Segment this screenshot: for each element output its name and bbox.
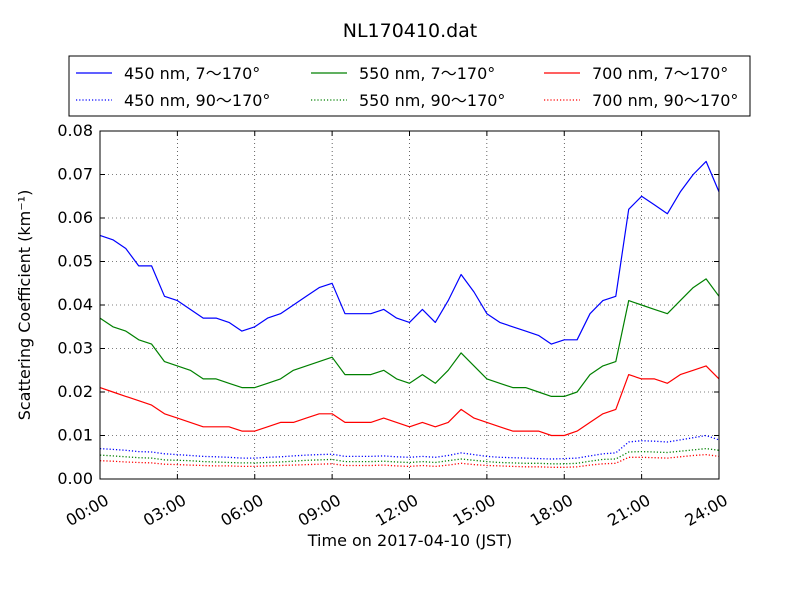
- x-tick-label: 24:00: [682, 490, 731, 530]
- y-tick-label: 0.05: [57, 252, 93, 271]
- y-tick-label: 0.07: [57, 165, 93, 184]
- x-tick-label: 18:00: [527, 490, 576, 530]
- legend-label: 550 nm, 7～170°: [359, 64, 495, 83]
- x-tick-label: 09:00: [295, 490, 344, 530]
- plot-frame: [100, 131, 719, 479]
- y-tick-label: 0.02: [57, 382, 93, 401]
- series-line-4: [99, 447, 720, 465]
- series-line-2: [99, 434, 720, 460]
- series-line-6: [99, 453, 720, 468]
- series-line-1: [99, 160, 720, 345]
- legend-label: 450 nm, 90～170°: [124, 91, 270, 110]
- plot-area: 00:00 03:00 06:00 09:00 12:00 15:00 18:00 21:00…: [57, 121, 731, 530]
- y-tick-label: 0.01: [57, 426, 93, 445]
- x-tick-label: 15:00: [449, 490, 498, 530]
- legend: 450 nm, 7～170° 450 nm, 90～170° 550 nm, 7～1…: [68, 55, 751, 117]
- legend-box: [68, 55, 751, 117]
- legend-label: 450 nm, 7～170°: [124, 64, 260, 83]
- legend-label: 700 nm, 7～170°: [592, 64, 728, 83]
- series-line-5: [99, 365, 720, 437]
- legend-label: 550 nm, 90～170°: [359, 91, 505, 110]
- x-axis-label: Time on 2017-04-10 (JST): [307, 531, 512, 550]
- x-tick-label: 21:00: [604, 490, 653, 530]
- legend-label: 700 nm, 90～170°: [592, 91, 738, 110]
- x-tick-label: 00:00: [63, 490, 112, 530]
- x-tick-label: 06:00: [217, 490, 266, 530]
- y-axis-label: Scattering Coefficient (km⁻¹): [15, 190, 34, 421]
- y-tick-label: 0.06: [57, 208, 93, 227]
- y-tick-label: 0.08: [57, 121, 93, 140]
- chart-title: NL170410.dat: [343, 20, 478, 42]
- y-tick-label: 0.03: [57, 339, 93, 358]
- x-tick-label: 03:00: [140, 490, 189, 530]
- x-tick-label: 12:00: [372, 490, 421, 530]
- y-tick-label: 0.00: [57, 469, 93, 488]
- y-tick-label: 0.04: [57, 295, 93, 314]
- series-line-3: [99, 278, 720, 397]
